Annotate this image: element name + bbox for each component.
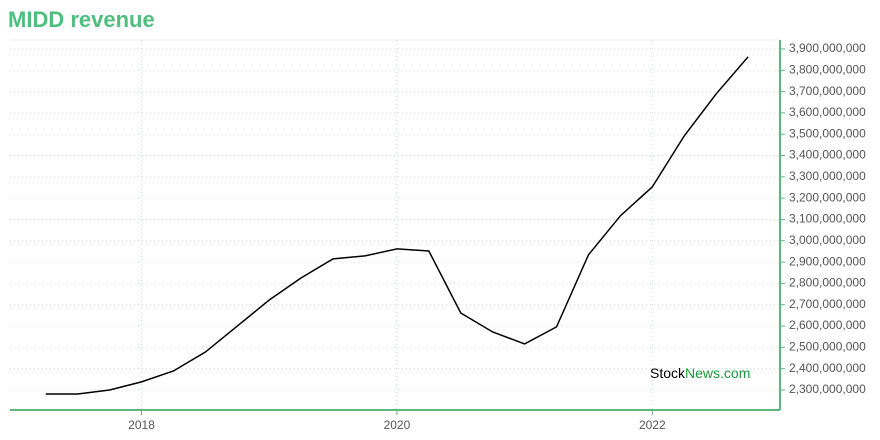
x-tick-label: 2018 <box>128 418 155 432</box>
watermark-part: News.com <box>685 365 750 381</box>
watermark: StockNews.com <box>650 365 750 381</box>
x-tick-label: 2020 <box>384 418 411 432</box>
watermark-part: Stock <box>650 365 686 381</box>
line <box>45 56 749 395</box>
y-tick-label: 2,800,000,000 <box>789 276 866 290</box>
y-tick-label: 2,400,000,000 <box>789 361 866 375</box>
x-tick-label: 2022 <box>639 418 666 432</box>
chart-title: MIDD revenue <box>8 7 155 32</box>
y-tick-label: 3,900,000,000 <box>789 41 866 55</box>
y-tick-label: 2,500,000,000 <box>789 340 866 354</box>
y-tick-label: 2,900,000,000 <box>789 254 866 268</box>
y-tick-label: 3,700,000,000 <box>789 84 866 98</box>
y-tick-label: 3,300,000,000 <box>789 169 866 183</box>
y-tick-label: 2,600,000,000 <box>789 318 866 332</box>
y-tick-label: 2,700,000,000 <box>789 297 866 311</box>
y-tick-label: 3,000,000,000 <box>789 233 866 247</box>
y-tick-label: 3,600,000,000 <box>789 105 866 119</box>
y-tick-label: 3,200,000,000 <box>789 190 866 204</box>
y-tick-label: 3,100,000,000 <box>789 212 866 226</box>
y-tick-label: 3,800,000,000 <box>789 62 866 76</box>
y-tick-label: 3,400,000,000 <box>789 148 866 162</box>
y-tick-label: 2,300,000,000 <box>789 382 866 396</box>
y-tick-label: 3,500,000,000 <box>789 126 866 140</box>
